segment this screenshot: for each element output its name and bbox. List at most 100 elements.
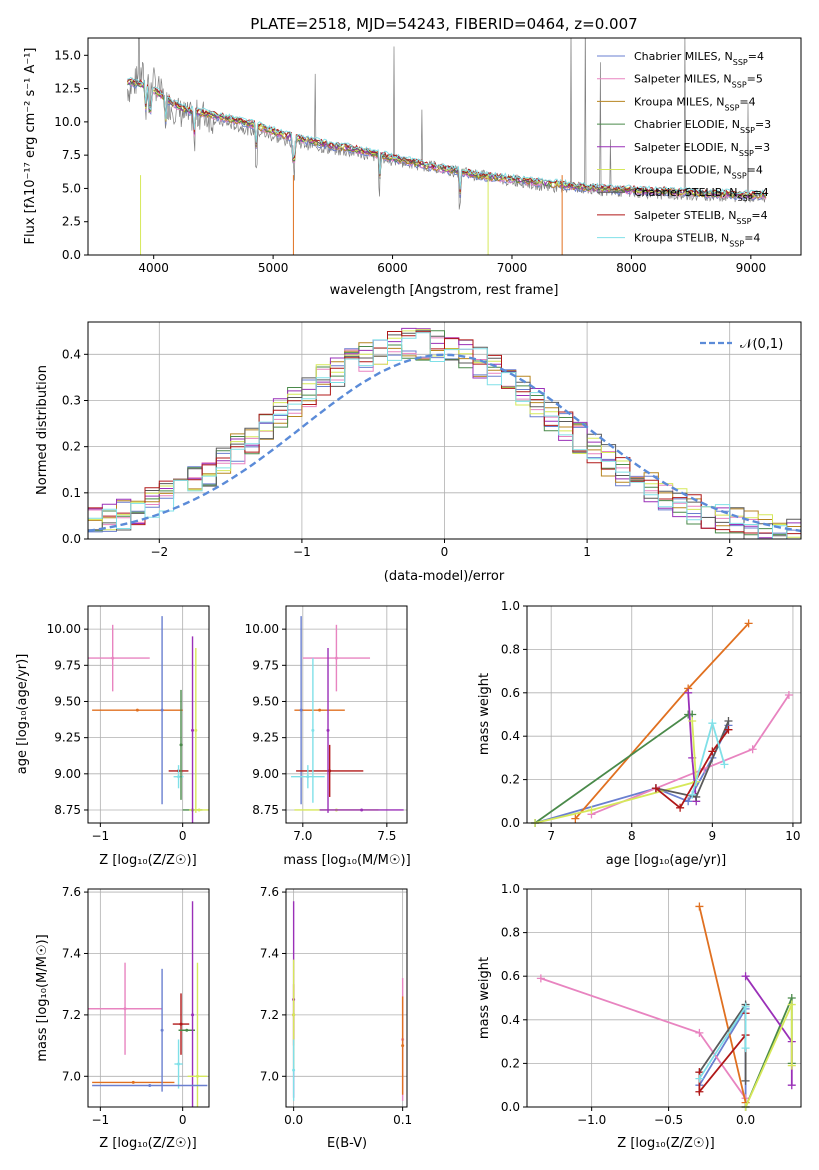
weight-vs-age-point-marker: [684, 688, 693, 697]
age-vs-mass-xtick-label: 7.0: [293, 829, 312, 843]
spectrum-xtick-label: 6000: [377, 261, 408, 275]
residuals-xtick-label: 1: [583, 545, 591, 559]
weight-vs-Z-xtick-label: −1.0: [577, 1113, 606, 1127]
weight-vs-Z-ytick-label: 0.8: [501, 926, 520, 940]
weight-vs-age-point-marker: [708, 719, 717, 728]
weight-vs-age-ytick-label: 0.8: [501, 642, 520, 656]
age-vs-Z-ytick-label: 9.25: [54, 731, 81, 745]
weight-vs-age-point-marker: [692, 792, 701, 801]
weight-vs-age-xtick-label: 8: [628, 829, 636, 843]
residual-histogram: [88, 332, 801, 539]
spectrum-legend-label: Salpeter ELODIE, NSSP=3: [634, 141, 770, 158]
weight-vs-age-point-marker: [676, 803, 685, 812]
spectrum-legend-subscript: SSP: [729, 239, 744, 248]
mass-vs-Z-point: [123, 1007, 127, 1011]
residuals-ytick-label: 0.4: [62, 347, 81, 361]
spectrum-legend-subscript: SSP: [736, 216, 751, 225]
weight-vs-Z-point-marker: [787, 1000, 796, 1009]
weight-vs-Z-xtick-label: 0.0: [736, 1113, 755, 1127]
weight-vs-age-ytick-label: 1.0: [501, 599, 520, 613]
age-vs-Z-ytick-label: 8.75: [54, 803, 81, 817]
spectrum-ytick-label: 0.0: [62, 248, 81, 262]
spectrum-plot: 4000 5000 6000 7000 8000 9000 0.0 2.5 5.0 7.5 10.0…: [54, 37, 802, 275]
age-vs-mass-ytick-label: 9.25: [252, 731, 279, 745]
residuals-ytick-label: 0.1: [62, 486, 81, 500]
spectrum-legend-label: Salpeter MILES, NSSP=5: [634, 73, 763, 90]
weight-vs-Z-point-marker: [741, 1076, 750, 1085]
weight-vs-age-ytick-label: 0.6: [501, 686, 520, 700]
mass-vs-Z-point: [160, 1028, 164, 1032]
weight-vs-age-point-marker: [651, 784, 660, 793]
spectrum-xlabel: wavelength [Angstrom, rest frame]: [330, 283, 559, 298]
weight-vs-age-ylabel: mass weight: [477, 673, 492, 755]
age-vs-Z-point: [111, 656, 115, 660]
weight-vs-age-ytick-label: 0.2: [501, 773, 520, 787]
mass-vs-Z-ylabel: mass [log₁₀(M/M☉)]: [35, 934, 50, 1061]
spectrum-xtick-label: 4000: [138, 261, 169, 275]
age-vs-Z-point: [179, 743, 183, 747]
normal-distribution-curve: [87, 353, 802, 533]
mass-vs-EBV-ytick-label: 7.6: [260, 885, 279, 899]
mass-vs-Z-ytick-label: 7.6: [62, 885, 81, 899]
weight-vs-age-series-line: [534, 720, 698, 823]
residuals-ylabel: Normed distribution: [35, 365, 50, 495]
spectrum-legend-suffix: =4: [744, 232, 760, 245]
age-vs-mass-point: [326, 728, 330, 732]
weight-vs-age-point-marker: [708, 747, 717, 756]
spectrum-model-line: [126, 78, 767, 198]
spectrum-legend-suffix: =3: [754, 141, 770, 154]
spectrum-legend-suffix: =4: [739, 95, 755, 108]
spectrum-legend-subscript: SSP: [740, 126, 755, 135]
age-vs-Z-xtick-label: −1: [91, 829, 109, 843]
weight-vs-age-ytick-label: 0.0: [501, 816, 520, 830]
weight-vs-Z-xlabel: Z [log₁₀(Z/Z☉)]: [617, 1136, 714, 1151]
spectrum-legend-subscript: SSP: [733, 58, 748, 67]
residual-histogram: [88, 331, 801, 539]
weight-vs-age-point-marker: [587, 805, 596, 814]
spectrum-ytick-label: 5.0: [62, 181, 81, 195]
mass-vs-EBV-xlabel: E(B-V): [327, 1136, 367, 1151]
residuals-xlabel: (data-model)/error: [384, 569, 505, 584]
spectrum-ytick-label: 2.5: [62, 215, 81, 229]
residuals-legend-label: 𝒩(0,1): [740, 337, 783, 352]
age-vs-Z-point: [197, 808, 201, 812]
spectrum-xtick-label: 5000: [258, 261, 289, 275]
spectrum-legend-label: Salpeter STELIB, NSSP=4: [634, 209, 768, 226]
age-vs-mass-ytick-label: 9.75: [252, 658, 279, 672]
spectrum-legend-suffix: =4: [747, 164, 763, 177]
age-vs-Z-ytick-label: 10.00: [47, 622, 81, 636]
residuals-xtick-label: −1: [293, 545, 311, 559]
mass-vs-EBV-xtick-label: 0.1: [393, 1113, 412, 1127]
weight-vs-Z-point-marker: [787, 1061, 796, 1070]
residuals-ytick-label: 0.3: [62, 393, 81, 407]
weight-vs-Z-point-marker: [695, 1028, 704, 1037]
spectrum-legend-suffix: =4: [753, 186, 769, 199]
weight-vs-Z-point-marker: [536, 974, 545, 983]
age-vs-mass-point: [306, 775, 310, 779]
spectrum-legend-suffix: =5: [747, 73, 763, 86]
weight-vs-age-point-marker: [688, 717, 697, 726]
weight-vs-age-point-marker: [688, 790, 697, 799]
age-vs-Z-point: [160, 708, 164, 712]
mass-vs-Z-plot: −1 0 7.0 7.2 7.4 7.6: [62, 885, 210, 1127]
age-vs-mass-point: [334, 656, 338, 660]
weight-vs-age-plot: 7 8 9 10 0.0 0.2 0.4 0.6 0.8 1.0: [501, 599, 802, 843]
weight-vs-Z-xtick-label: −0.5: [654, 1113, 683, 1127]
weight-vs-Z-series-line: [698, 906, 747, 1103]
weight-vs-age-point-marker: [571, 814, 580, 823]
weight-vs-Z-point-marker: [741, 972, 750, 981]
weight-vs-age-ytick-label: 0.4: [501, 729, 520, 743]
mass-vs-Z-frame: [87, 888, 210, 1108]
age-vs-Z-plot: −1 0 8.75 9.00 9.25 9.50 9.75 10.00: [47, 605, 210, 843]
spectrum-xtick-label: 8000: [616, 261, 647, 275]
spectrum-ylabel: Flux [fλ10⁻¹⁷ erg cm⁻² s⁻¹ A⁻¹]: [23, 48, 38, 245]
spectrum-xtick-label: 9000: [736, 261, 767, 275]
age-vs-Z-point: [194, 728, 198, 732]
spectrum-legend-suffix: =3: [755, 118, 771, 131]
spectrum-ytick-label: 10.0: [54, 115, 81, 129]
mass-vs-EBV-plot: 0.0 0.1 7.0 7.2 7.4 7.6: [260, 885, 412, 1127]
mass-vs-Z-point: [179, 1022, 183, 1026]
mass-vs-EBV-point: [292, 1068, 296, 1072]
